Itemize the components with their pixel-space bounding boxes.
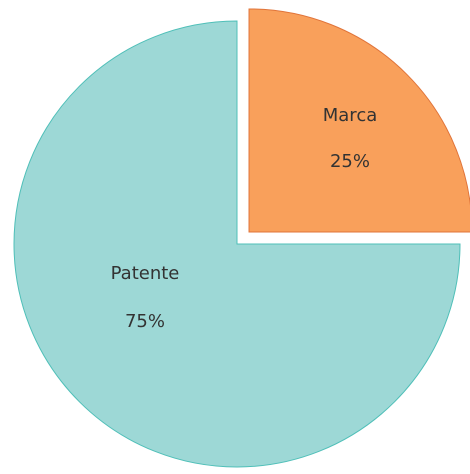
slice-label: Patente [111,263,180,284]
pie-slice [13,20,461,468]
slice-label: Marca [323,105,378,126]
pie-slice [248,8,470,233]
slice-value-label: 25% [330,151,370,172]
slice-value-label: 75% [125,311,165,332]
